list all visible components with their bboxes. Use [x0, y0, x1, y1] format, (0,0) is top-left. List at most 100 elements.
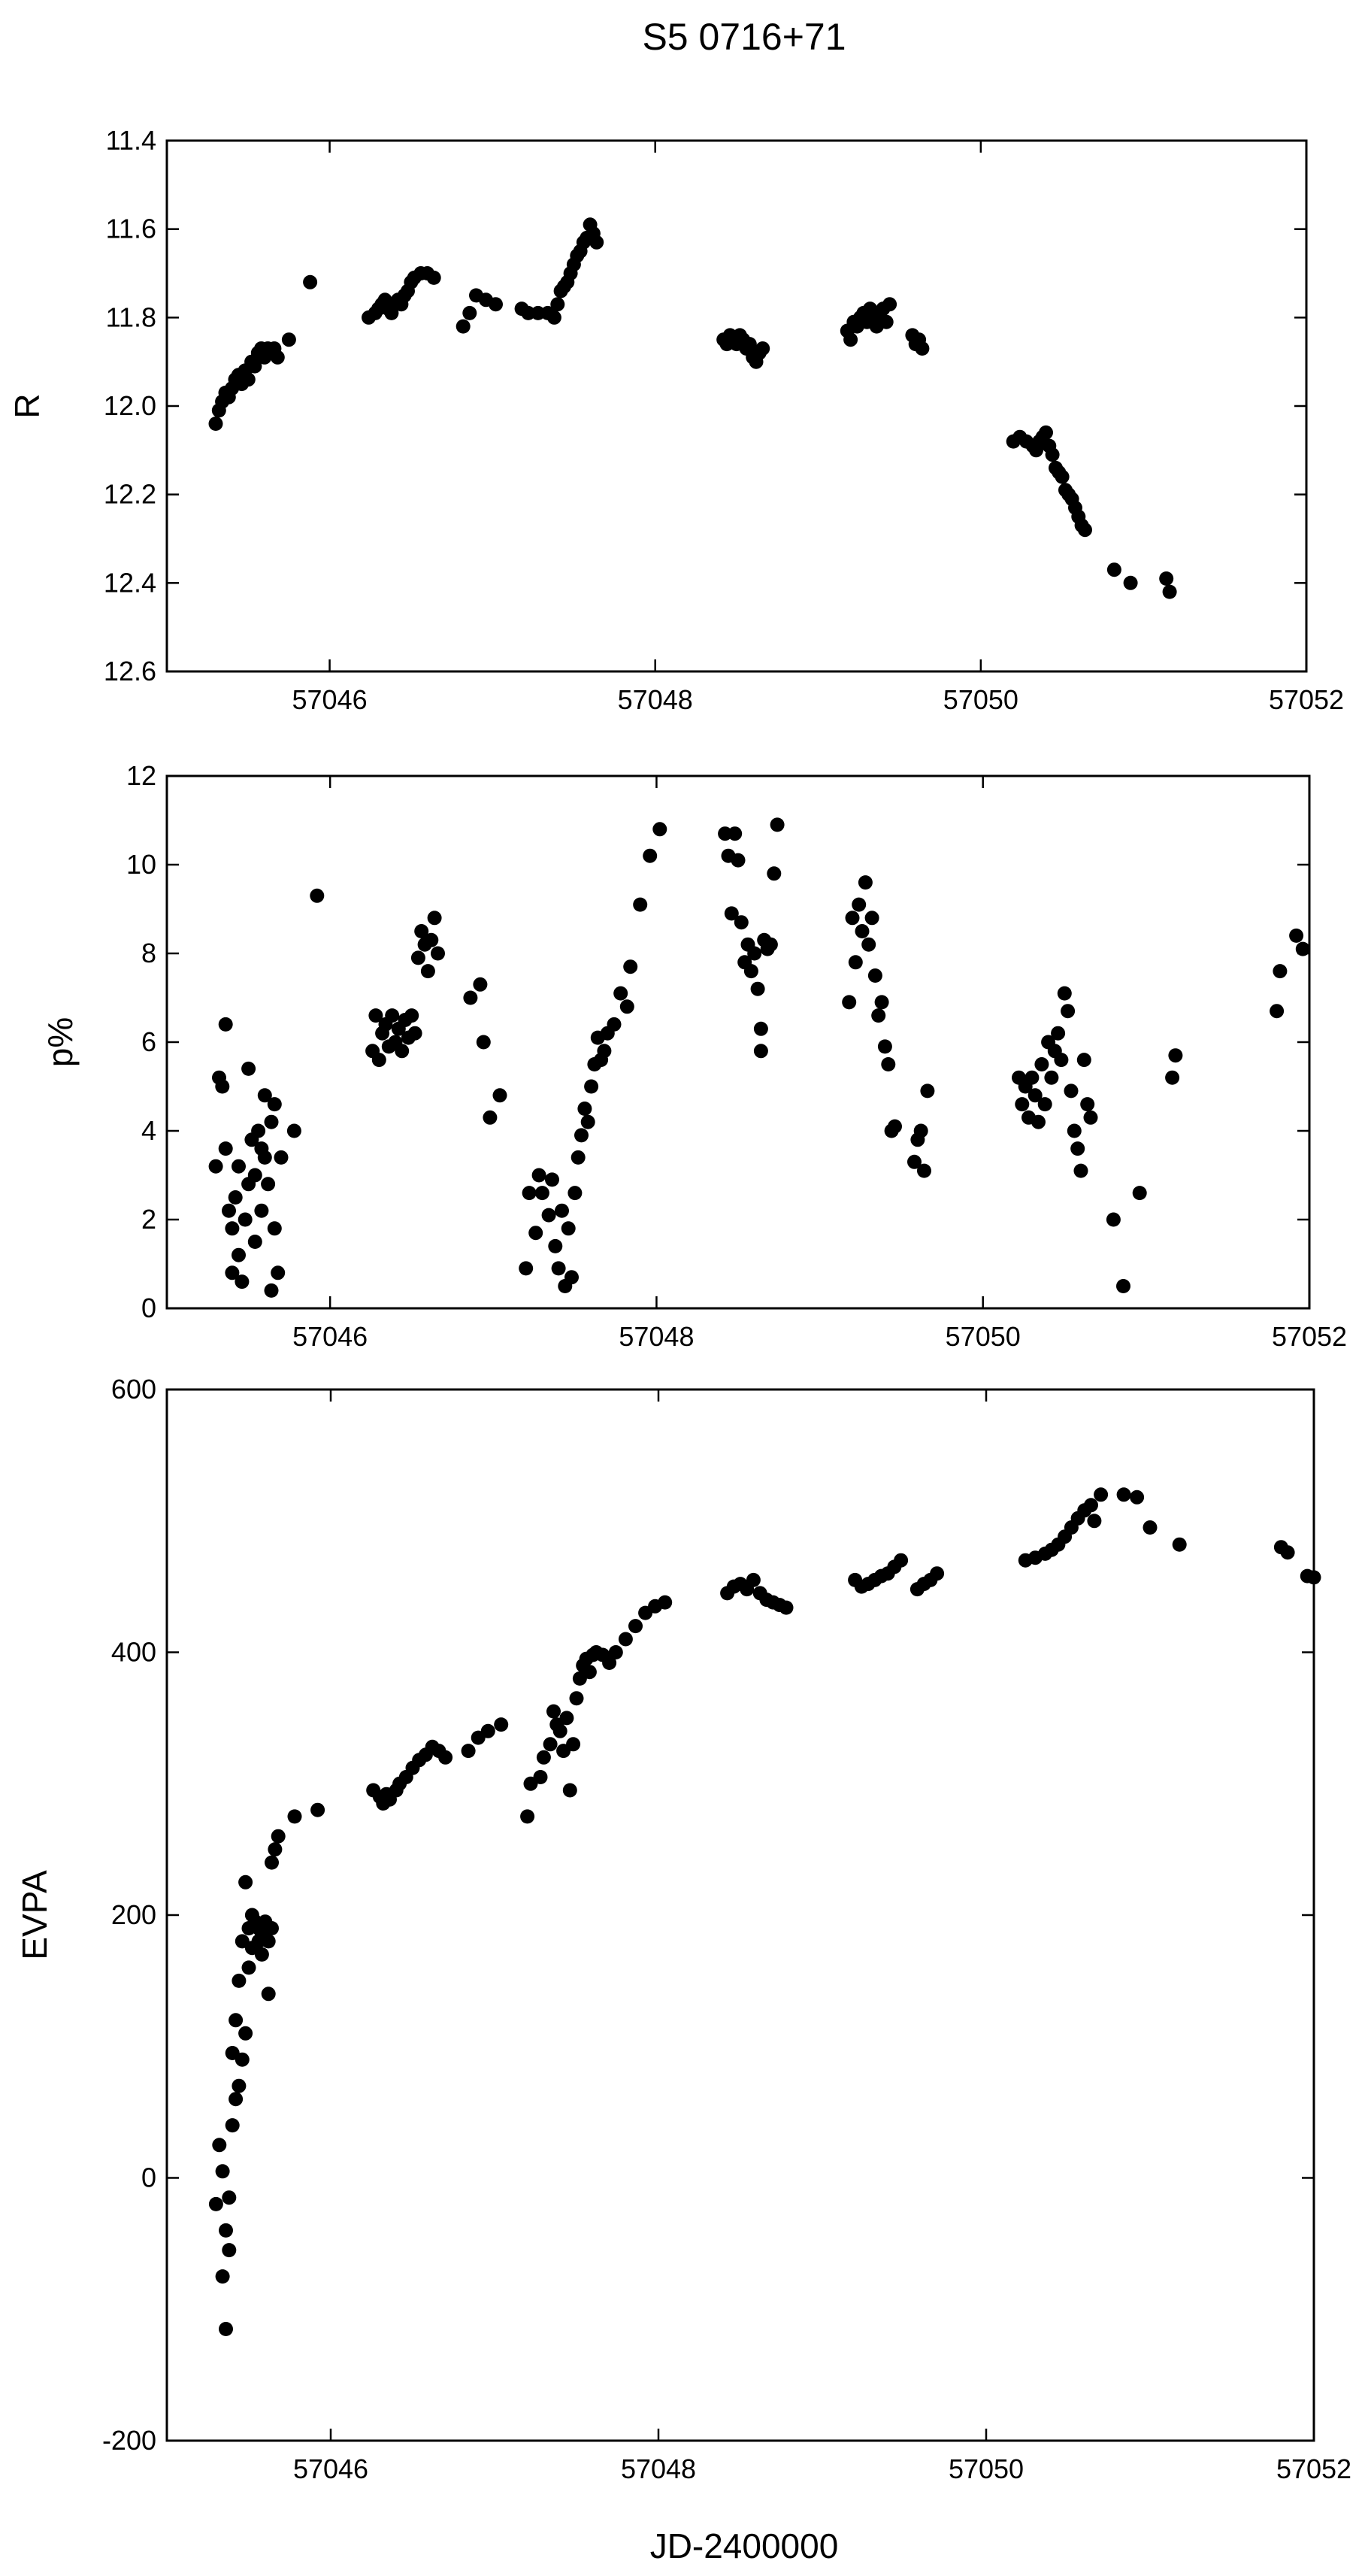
- x-tick-label: 57046: [293, 2453, 368, 2484]
- data-point: [628, 1619, 643, 1634]
- data-point: [461, 1744, 476, 1759]
- x-tick-label: 57050: [946, 1321, 1021, 1352]
- data-point: [582, 1665, 597, 1680]
- data-point: [567, 1186, 583, 1201]
- data-point: [566, 1737, 581, 1752]
- data-point: [845, 911, 860, 926]
- data-point: [303, 274, 318, 289]
- data-point: [770, 817, 785, 832]
- data-point: [261, 1987, 276, 2002]
- data-point: [1116, 1279, 1130, 1293]
- data-point: [1073, 1163, 1088, 1178]
- y-tick-label: 2: [141, 1204, 156, 1235]
- data-point: [584, 1079, 599, 1094]
- data-point: [1172, 1537, 1187, 1552]
- data-point: [541, 1208, 556, 1223]
- data-point: [552, 1723, 567, 1738]
- data-point: [261, 1934, 276, 1949]
- data-point: [310, 1802, 325, 1817]
- data-point: [1083, 1110, 1098, 1125]
- data-point: [228, 1190, 243, 1205]
- y-tick-label: 4: [141, 1115, 156, 1146]
- data-point: [608, 1645, 623, 1659]
- data-point: [494, 1717, 509, 1732]
- data-point: [225, 2118, 240, 2133]
- data-point: [763, 937, 778, 952]
- data-point: [522, 1186, 537, 1201]
- data-point: [264, 1114, 279, 1129]
- data-point: [215, 2164, 230, 2179]
- data-point: [274, 1150, 289, 1165]
- data-point: [426, 270, 441, 285]
- data-point: [1076, 1053, 1091, 1068]
- data-point: [1094, 1487, 1109, 1502]
- panel-3: 57046 57048 57050 57052 -200 0 200 400 600 EVPA: [15, 1374, 1351, 2484]
- x-tick-label: 57050: [949, 2453, 1024, 2484]
- data-point: [580, 1114, 595, 1129]
- data-point: [1067, 1123, 1082, 1138]
- data-point: [755, 341, 770, 356]
- data-point: [476, 1035, 491, 1050]
- data-point: [424, 932, 439, 947]
- data-point: [218, 1141, 233, 1156]
- x-tick-label: 57046: [292, 684, 368, 715]
- data-point: [1143, 1520, 1158, 1535]
- data-point: [1130, 1490, 1145, 1505]
- data-point: [531, 1168, 546, 1183]
- x-tick-label: 57048: [618, 684, 693, 715]
- x-tick-label: 57052: [1276, 2453, 1351, 2484]
- y-tick-label: 12.2: [104, 479, 156, 510]
- data-point: [555, 1203, 569, 1218]
- data-point: [881, 1057, 896, 1071]
- data-point: [920, 1083, 935, 1099]
- y-tick-label: 11.6: [106, 214, 156, 244]
- data-point: [1015, 1097, 1030, 1112]
- data-point: [431, 946, 445, 961]
- data-point: [261, 1177, 276, 1192]
- data-point: [779, 1600, 794, 1615]
- data-point: [613, 986, 628, 1001]
- y-tick-label: -200: [102, 2425, 156, 2456]
- data-point: [536, 1750, 551, 1765]
- data-point: [241, 1960, 256, 1975]
- data-point: [232, 1247, 246, 1262]
- data-point: [1106, 1212, 1121, 1227]
- data-point: [473, 977, 488, 992]
- data-point: [521, 305, 536, 320]
- data-point: [287, 1809, 302, 1824]
- data-point: [420, 964, 435, 979]
- data-point: [219, 2322, 233, 2336]
- data-point: [867, 968, 882, 983]
- data-point: [1165, 1070, 1180, 1085]
- data-point: [858, 875, 873, 890]
- data-point: [427, 911, 442, 926]
- y-tick-label: 12: [126, 760, 156, 791]
- data-point: [907, 1154, 922, 1169]
- data-point: [438, 1750, 453, 1765]
- data-point: [215, 2269, 230, 2284]
- data-point: [742, 337, 757, 352]
- data-point: [894, 1553, 909, 1568]
- data-points: [208, 1487, 1321, 2336]
- data-point: [1168, 1048, 1183, 1063]
- data-point: [208, 417, 223, 431]
- data-points: [208, 217, 1177, 599]
- data-point: [254, 1947, 269, 1962]
- data-point: [602, 1656, 617, 1670]
- data-point: [746, 1572, 761, 1587]
- data-point: [534, 1186, 549, 1201]
- data-points: [208, 817, 1310, 1298]
- data-point: [225, 1221, 240, 1236]
- data-point: [1289, 928, 1304, 943]
- data-point: [1159, 571, 1174, 586]
- data-point: [874, 995, 889, 1010]
- data-point: [385, 1008, 400, 1023]
- y-tick-label: 6: [141, 1026, 156, 1057]
- data-point: [251, 1123, 266, 1138]
- data-point: [767, 866, 782, 881]
- data-point: [271, 1829, 286, 1844]
- data-point: [281, 332, 296, 347]
- data-point: [888, 1119, 902, 1134]
- data-point: [564, 1270, 579, 1285]
